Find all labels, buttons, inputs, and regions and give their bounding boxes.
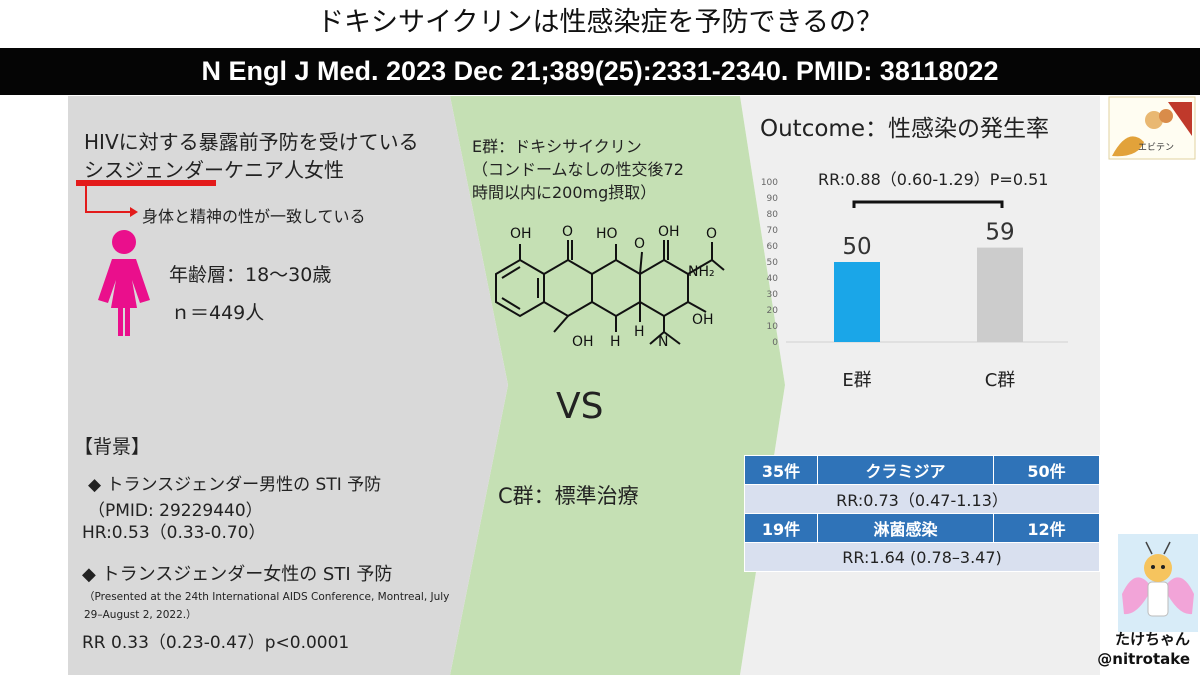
y-tick-label: 90 (767, 194, 779, 204)
molecule-label: H (634, 324, 645, 340)
logo-text: エビテン (1138, 142, 1174, 153)
background-item-1-title: ◆ トランスジェンダー男性の STI 予防 (88, 475, 382, 495)
background-heading: 【背景】 (74, 436, 151, 458)
molecule-label: HO (596, 226, 618, 242)
background-item-1-ref: （PMID: 29229440） (88, 501, 263, 521)
y-tick-label: 40 (767, 274, 779, 284)
page-title: ドキシサイクリンは性感染症を予防できるの？ (317, 7, 883, 38)
y-tick-label: 100 (761, 178, 778, 188)
annotation-arrow (76, 180, 216, 217)
vs-label: VS (556, 386, 604, 427)
c-group-description: C群：標準治療 (498, 484, 639, 508)
y-tick-label: 70 (767, 226, 779, 236)
mascot-illustration (1118, 534, 1198, 632)
molecule-label: OH (572, 334, 594, 350)
y-tick-label: 50 (767, 258, 779, 268)
outcome-bar-chart: 0 10 20 30 40 50 60 70 80 90 100 50 E群 59 C群 (761, 178, 1068, 391)
background-item-2-ref: （Presented at the 24th International AID… (84, 591, 450, 621)
population-line-1: HIVに対する暴露前予防を受けている (84, 130, 419, 154)
middle-panel (450, 96, 785, 675)
population-age: 年齢層：18〜30歳 (169, 264, 332, 286)
molecule-label: O (706, 226, 717, 242)
table-row: RR:1.64 (0.78–3.47) (744, 542, 1100, 572)
population-line-2: シスジェンダーケニア人女性 (84, 158, 344, 182)
data-label: 50 (842, 234, 871, 260)
citation-bar (0, 48, 1200, 95)
molecule-label: NH₂ (688, 264, 715, 280)
table-header-row: 35件 クラミジア 50件 (744, 455, 1100, 485)
table-cell: クラミジア (817, 455, 994, 485)
data-label: 59 (985, 220, 1014, 246)
table-cell: 35件 (744, 455, 818, 485)
y-tick-label: 0 (772, 338, 778, 348)
population-n: ｎ＝449人 (171, 302, 265, 324)
table-cell: RR:0.73（0.47-1.13） (744, 484, 1100, 514)
citation-text: N Engl J Med. 2023 Dec 21;389(25):2331-2… (201, 56, 999, 86)
table-cell: 淋菌感染 (817, 513, 994, 543)
outcome-table-wrapper: 35件 クラミジア 50件 RR:0.73（0.47-1.13） 19件 淋菌感… (744, 455, 1100, 572)
y-tick-label: 60 (767, 242, 779, 252)
population-note: 身体と精神の性が一致している (142, 207, 366, 226)
outcome-rr: RR:0.88（0.60-1.29）P=0.51 (818, 170, 1049, 189)
outcome-table: 35件 クラミジア 50件 RR:0.73（0.47-1.13） 19件 淋菌感… (744, 455, 1100, 572)
eviten-logo: エビテン (1108, 96, 1196, 160)
red-underline (76, 180, 216, 186)
molecule-label: OH (692, 312, 714, 328)
doxycycline-structure-diagram: OH O HO O OH O NH₂ OH H H OH N (495, 224, 725, 350)
y-tick-label: 30 (767, 290, 779, 300)
woman-icon (98, 230, 150, 336)
bar-2 (977, 247, 1023, 342)
molecule-label: N (658, 334, 668, 350)
y-tick-label: 20 (767, 306, 779, 316)
table-cell: 12件 (993, 513, 1100, 543)
table-header-row: 19件 淋菌感染 12件 (744, 513, 1100, 543)
e-group-description: E群：ドキシサイクリン （コンドームなしの性交後72 時間以内に200mg摂取） (472, 137, 684, 202)
table-cell: 50件 (993, 455, 1100, 485)
molecule-label: OH (510, 226, 532, 242)
x-tick-label: E群 (842, 370, 871, 391)
outcome-heading: Outcome：性感染の発生率 (760, 116, 1049, 142)
y-tick-label: 80 (767, 210, 779, 220)
molecule-label: OH (658, 224, 680, 240)
table-cell: 19件 (744, 513, 818, 543)
comparison-bracket (852, 200, 1004, 208)
molecule-label: O (634, 236, 645, 252)
left-panel (68, 96, 508, 675)
background-item-2-result: RR 0.33（0.23-0.47）p<0.0001 (82, 633, 350, 653)
bar-1 (834, 262, 880, 342)
table-row: RR:0.73（0.47-1.13） (744, 484, 1100, 514)
x-tick-label: C群 (985, 370, 1016, 391)
table-cell: RR:1.64 (0.78–3.47) (744, 542, 1100, 572)
credit-name: たけちゃん (1114, 630, 1190, 648)
molecule-label: H (610, 334, 621, 350)
credit-handle: @nitrotake (1097, 650, 1190, 668)
molecule-label: O (562, 224, 573, 240)
background-item-2-title: ◆ トランスジェンダー女性の STI 予防 (82, 564, 393, 585)
y-tick-label: 10 (767, 322, 779, 332)
background-item-1-result: HR:0.53（0.33-0.70） (82, 523, 266, 543)
